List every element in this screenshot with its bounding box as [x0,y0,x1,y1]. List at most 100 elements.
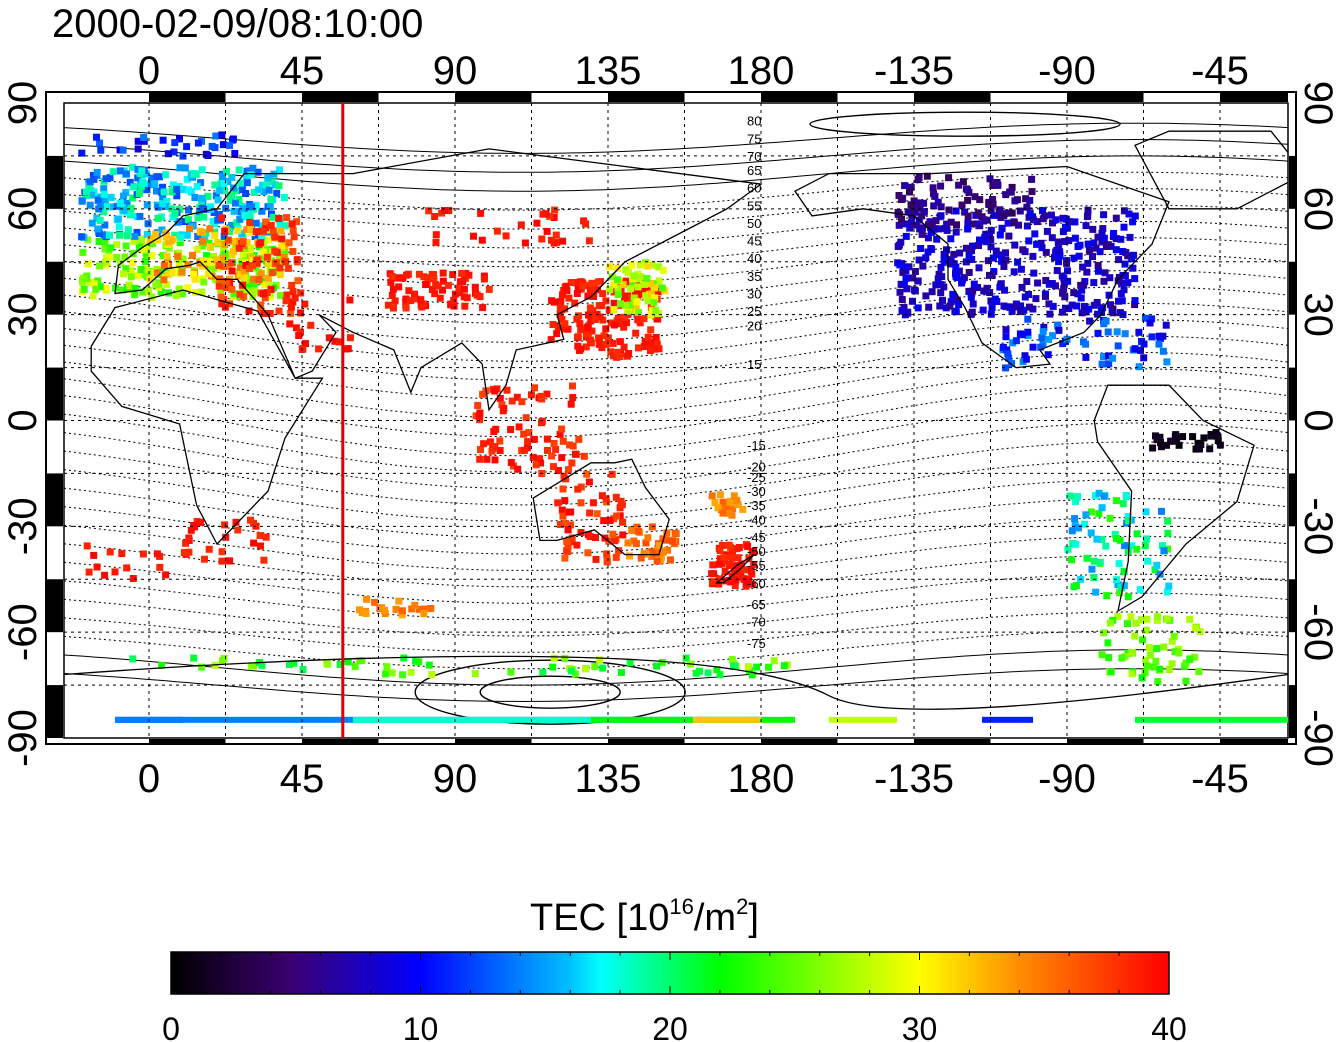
tec-point [998,224,1006,232]
tec-point [987,310,995,318]
contour-label: 40 [747,251,761,266]
tec-point [614,276,621,284]
tec-point [587,317,595,325]
tec-point [927,229,935,236]
tec-point [85,182,93,190]
tec-point [162,171,170,179]
tec-point [1146,319,1154,327]
tec-point [894,259,902,267]
tec-point [614,314,622,322]
tec-point [567,521,575,529]
tec-point [616,353,624,360]
tec-point [531,384,538,392]
tec-point [1040,323,1048,331]
pole-contour [414,659,686,725]
tec-point [543,435,551,443]
tec-point [610,299,618,307]
tec-point [137,266,145,273]
tec-point [1033,218,1041,226]
tec-point [142,265,150,273]
tec-point [264,274,272,282]
tec-point [586,287,594,295]
tec-point [145,286,153,294]
tec-point [1016,207,1024,215]
tec-point [715,580,723,588]
tec-point [1011,197,1019,205]
tec-point [1112,497,1120,505]
tec-point [439,269,447,277]
tec-point [427,605,435,612]
tec-point [562,282,570,290]
edge-bar [608,93,685,102]
tec-point [165,238,172,246]
tec-point [86,278,94,286]
tec-point [1214,437,1222,445]
tec-point [1125,210,1133,218]
tec-point [720,554,728,562]
tec-point [231,150,239,157]
tec-point [1005,303,1013,311]
tec-point [190,170,198,177]
tec-point [953,296,961,304]
tec-point [269,213,277,221]
tec-point [1074,290,1082,298]
tec-point [1106,619,1114,627]
tec-point [236,270,244,278]
tec-point [664,546,672,554]
tec-point [568,459,576,467]
tec-point [1008,209,1016,217]
tec-point [258,222,266,230]
contour-line [64,352,1288,419]
tec-point [230,207,238,215]
tec-point [1094,261,1102,269]
tec-point [956,249,964,257]
tec-point [206,243,214,251]
tec-point [363,595,371,603]
tec-point [1019,246,1027,254]
colorbar-tick-label: 0 [162,1011,180,1042]
tec-point [176,135,183,143]
tec-point [647,548,655,556]
tec-point [608,273,616,281]
tec-point [637,554,645,562]
tec-point [286,661,293,669]
contour-line [64,460,1288,522]
tec-point [1004,209,1012,217]
tec-point [924,234,932,242]
tec-point [228,174,236,181]
tec-point [556,521,564,528]
tec-point [283,291,291,299]
tec-point [218,254,226,262]
tec-point [119,146,127,154]
tec-point [517,221,525,229]
tec-point [164,271,172,278]
tec-point [932,217,940,225]
tec-point [585,237,593,245]
tec-point [1059,340,1067,348]
tec-point [731,582,739,590]
tec-point [83,542,91,550]
tec-point [232,199,239,207]
tec-point [420,610,428,617]
tec-point [1200,434,1208,442]
tec-point [605,306,613,314]
y-tick-label-right: -90 [1296,709,1340,767]
tec-point [1102,243,1110,250]
tec-point [250,662,257,670]
tec-point [609,339,617,347]
tec-point [126,178,134,186]
tec-point [730,492,738,500]
tec-point [560,472,568,480]
contour-label: 35 [747,269,761,284]
tec-point [748,570,756,578]
tec-point [261,281,269,289]
x-tick-label-top: -90 [1038,49,1096,93]
tec-point [388,292,396,299]
tec-point [1097,306,1105,313]
tec-point [508,397,516,405]
tec-point [618,318,625,326]
tec-point [595,340,603,348]
tec-point [1087,529,1095,537]
tec-point [507,668,515,676]
